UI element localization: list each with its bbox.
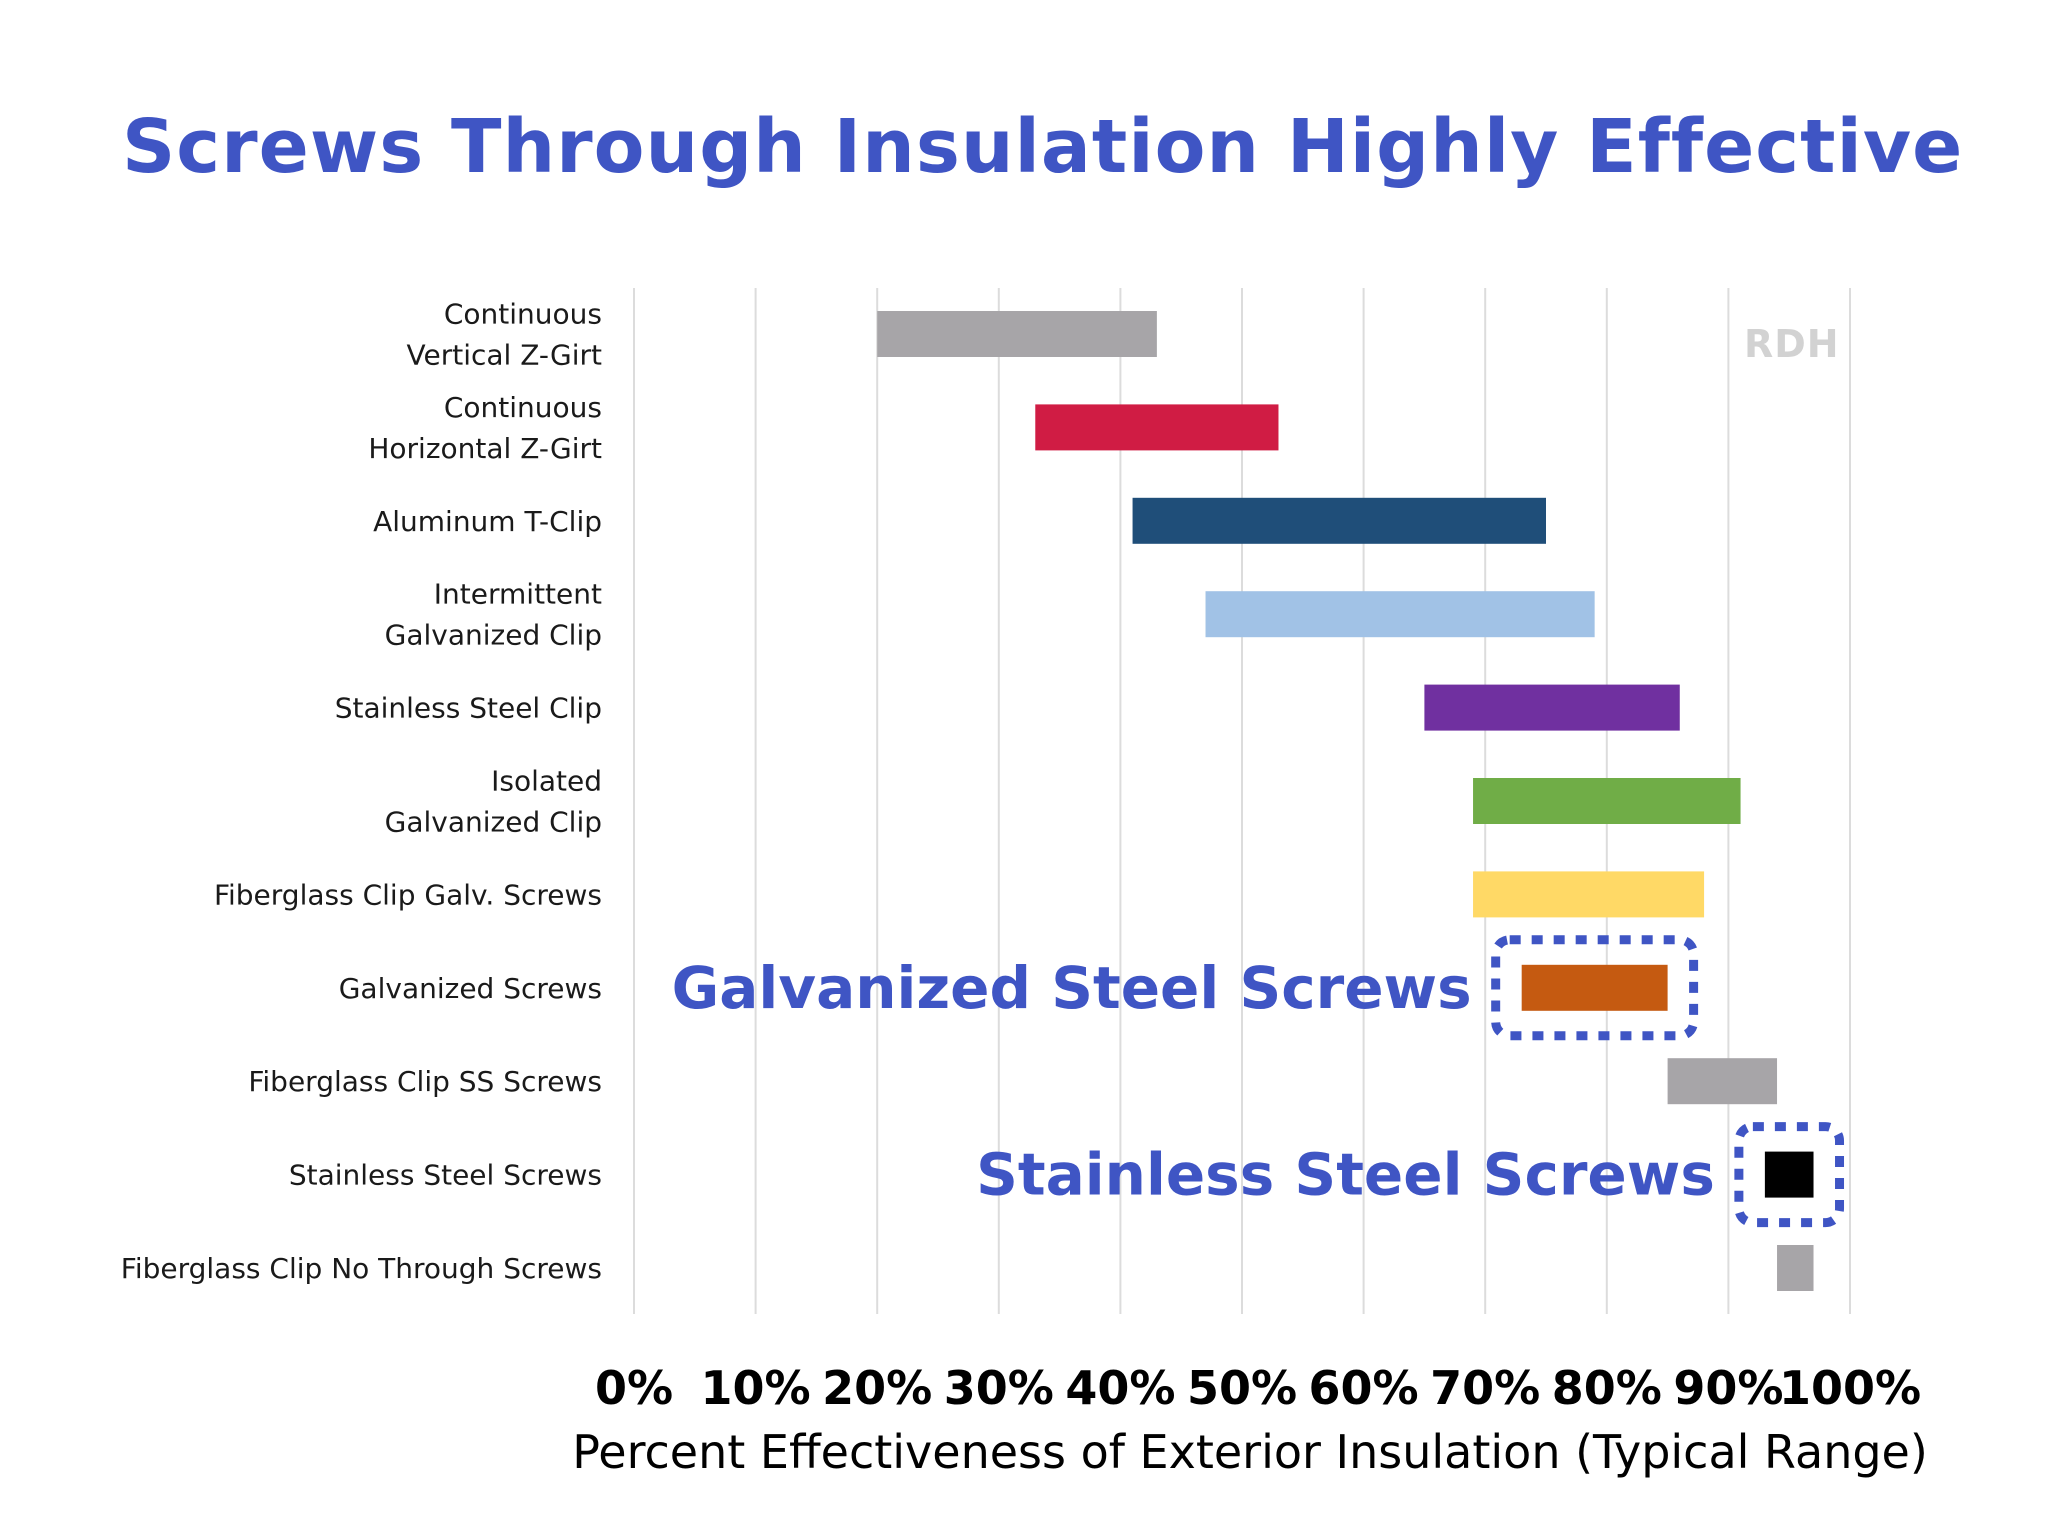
category-label: Vertical Z-Girt <box>407 339 603 372</box>
tick-label: 80% <box>1552 1361 1662 1415</box>
x-axis-title: Percent Effectiveness of Exterior Insula… <box>572 1425 1928 1479</box>
range-bar <box>1764 1151 1814 1198</box>
category-label: Galvanized Clip <box>385 619 602 652</box>
range-bar <box>1424 684 1680 731</box>
tick-label: 100% <box>1779 1361 1921 1415</box>
range-bar <box>1205 591 1595 638</box>
category-label: Stainless Steel Screws <box>289 1159 602 1192</box>
range-bar <box>1667 1058 1778 1105</box>
tick-label: 40% <box>1065 1361 1175 1415</box>
range-bar <box>1132 497 1546 544</box>
category-label: Isolated <box>491 765 602 798</box>
range-bar <box>1035 404 1279 451</box>
tick-label: 50% <box>1187 1361 1297 1415</box>
category-label: Fiberglass Clip No Through Screws <box>121 1252 602 1285</box>
callout-label: Stainless Steel Screws <box>976 1141 1715 1209</box>
range-bar <box>877 311 1157 357</box>
tick-label: 70% <box>1430 1361 1540 1415</box>
category-label: Galvanized Screws <box>339 972 602 1005</box>
category-label: Galvanized Clip <box>385 806 602 839</box>
category-label: Fiberglass Clip SS Screws <box>248 1065 602 1098</box>
category-label: Stainless Steel Clip <box>335 692 602 725</box>
range-bar <box>1521 964 1668 1011</box>
tick-label: 0% <box>595 1361 673 1415</box>
highlight-box <box>1734 1122 1845 1228</box>
tick-label: 30% <box>944 1361 1054 1415</box>
tick-label: 90% <box>1673 1361 1783 1415</box>
category-label: Horizontal Z-Girt <box>368 432 602 465</box>
callout-label: Galvanized Steel Screws <box>672 954 1472 1022</box>
category-label: Intermittent <box>434 578 602 611</box>
tick-label: 60% <box>1309 1361 1419 1415</box>
tick-label: 10% <box>701 1361 811 1415</box>
chart-title: Screws Through Insulation Highly Effecti… <box>122 104 1964 190</box>
tick-label: 20% <box>822 1361 932 1415</box>
range-bar <box>1473 871 1705 918</box>
range-bar <box>1473 778 1741 824</box>
highlight-box <box>1491 935 1699 1041</box>
category-label: Continuous <box>444 391 602 424</box>
category-label: Fiberglass Clip Galv. Screws <box>214 878 602 911</box>
range-bar <box>1777 1245 1814 1291</box>
category-label: Aluminum T-Clip <box>373 505 602 538</box>
category-label: Continuous <box>444 298 602 331</box>
watermark-logo: RDH <box>1744 322 1840 366</box>
